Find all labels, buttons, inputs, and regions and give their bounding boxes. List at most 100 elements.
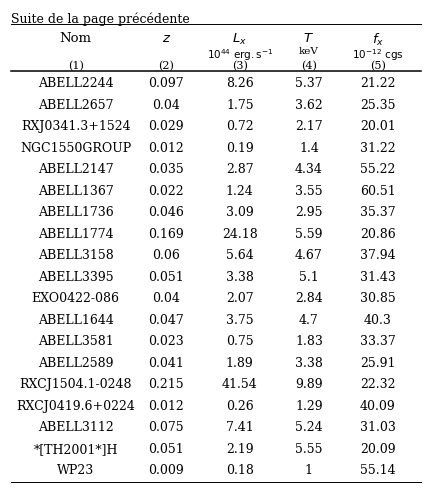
- Text: RXCJ1504.1-0248: RXCJ1504.1-0248: [19, 378, 132, 391]
- Text: RXCJ0419.6+0224: RXCJ0419.6+0224: [16, 400, 135, 413]
- Text: 2.87: 2.87: [226, 163, 254, 176]
- Text: 4.67: 4.67: [295, 249, 323, 262]
- Text: ABELL3158: ABELL3158: [38, 249, 114, 262]
- Text: 20.01: 20.01: [360, 120, 396, 133]
- Text: 1.4: 1.4: [299, 142, 319, 155]
- Text: 2.84: 2.84: [295, 292, 323, 305]
- Text: 0.06: 0.06: [152, 249, 180, 262]
- Text: 0.012: 0.012: [149, 400, 184, 413]
- Text: 20.86: 20.86: [360, 228, 396, 241]
- Text: NGC1550GROUP: NGC1550GROUP: [20, 142, 131, 155]
- Text: RXJ0341.3+1524: RXJ0341.3+1524: [21, 120, 130, 133]
- Text: 0.215: 0.215: [149, 378, 184, 391]
- Text: 0.04: 0.04: [152, 99, 180, 112]
- Text: 0.023: 0.023: [149, 335, 184, 349]
- Text: 1.29: 1.29: [295, 400, 323, 413]
- Text: $10^{44}\ \mathrm{erg.s}^{-1}$: $10^{44}\ \mathrm{erg.s}^{-1}$: [206, 47, 273, 63]
- Text: ABELL1736: ABELL1736: [38, 206, 114, 219]
- Text: 3.38: 3.38: [295, 357, 323, 370]
- Text: 3.55: 3.55: [295, 185, 323, 198]
- Text: 20.09: 20.09: [360, 443, 396, 456]
- Text: (4): (4): [301, 61, 317, 71]
- Text: 0.72: 0.72: [226, 120, 254, 133]
- Text: 24.18: 24.18: [222, 228, 257, 241]
- Text: 1.83: 1.83: [295, 335, 323, 349]
- Text: 0.097: 0.097: [149, 77, 184, 90]
- Text: 5.55: 5.55: [295, 443, 323, 456]
- Text: $10^{-12}\ \mathrm{cgs}$: $10^{-12}\ \mathrm{cgs}$: [352, 47, 404, 63]
- Text: 5.24: 5.24: [295, 421, 323, 434]
- Text: 30.85: 30.85: [360, 292, 396, 305]
- Text: 21.22: 21.22: [360, 77, 396, 90]
- Text: 5.59: 5.59: [295, 228, 323, 241]
- Text: 2.95: 2.95: [295, 206, 323, 219]
- Text: 0.051: 0.051: [149, 443, 184, 456]
- Text: 5.1: 5.1: [299, 271, 319, 284]
- Text: 2.07: 2.07: [226, 292, 254, 305]
- Text: $L_x$: $L_x$: [232, 32, 247, 47]
- Text: 0.009: 0.009: [149, 465, 184, 478]
- Text: 22.32: 22.32: [360, 378, 396, 391]
- Text: 3.09: 3.09: [226, 206, 254, 219]
- Text: 0.047: 0.047: [149, 314, 184, 327]
- Text: 1.89: 1.89: [226, 357, 254, 370]
- Text: ABELL2147: ABELL2147: [38, 163, 114, 176]
- Text: 37.94: 37.94: [360, 249, 396, 262]
- Text: ABELL2244: ABELL2244: [38, 77, 114, 90]
- Text: 9.89: 9.89: [295, 378, 323, 391]
- Text: Nom: Nom: [60, 32, 92, 45]
- Text: ABELL1367: ABELL1367: [38, 185, 114, 198]
- Text: 1.75: 1.75: [226, 99, 254, 112]
- Text: $T$: $T$: [303, 32, 314, 45]
- Text: 60.51: 60.51: [360, 185, 396, 198]
- Text: (1): (1): [68, 61, 83, 71]
- Text: 0.04: 0.04: [152, 292, 180, 305]
- Text: 1.24: 1.24: [226, 185, 254, 198]
- Text: 0.075: 0.075: [149, 421, 184, 434]
- Text: WP23: WP23: [57, 465, 94, 478]
- Text: $f_x$: $f_x$: [372, 32, 384, 48]
- Text: ABELL2657: ABELL2657: [38, 99, 113, 112]
- Text: 2.19: 2.19: [226, 443, 254, 456]
- Text: 35.37: 35.37: [360, 206, 396, 219]
- Text: 55.22: 55.22: [360, 163, 396, 176]
- Text: 0.041: 0.041: [148, 357, 184, 370]
- Text: 3.38: 3.38: [226, 271, 254, 284]
- Text: (5): (5): [370, 61, 386, 71]
- Text: keV: keV: [299, 47, 319, 56]
- Text: 7.41: 7.41: [226, 421, 254, 434]
- Text: 41.54: 41.54: [222, 378, 257, 391]
- Text: 4.34: 4.34: [295, 163, 323, 176]
- Text: 0.035: 0.035: [149, 163, 184, 176]
- Text: 40.3: 40.3: [364, 314, 392, 327]
- Text: 0.169: 0.169: [149, 228, 184, 241]
- Text: 5.64: 5.64: [226, 249, 254, 262]
- Text: 0.022: 0.022: [149, 185, 184, 198]
- Text: EXO0422-086: EXO0422-086: [32, 292, 120, 305]
- Text: ABELL1774: ABELL1774: [38, 228, 114, 241]
- Text: (2): (2): [159, 61, 174, 71]
- Text: 0.18: 0.18: [226, 465, 254, 478]
- Text: 2.17: 2.17: [295, 120, 323, 133]
- Text: 1: 1: [305, 465, 313, 478]
- Text: 25.35: 25.35: [360, 99, 396, 112]
- Text: ABELL3581: ABELL3581: [38, 335, 114, 349]
- Text: (3): (3): [232, 61, 248, 71]
- Text: ABELL3112: ABELL3112: [38, 421, 114, 434]
- Text: 3.62: 3.62: [295, 99, 323, 112]
- Text: 0.046: 0.046: [148, 206, 184, 219]
- Text: 31.03: 31.03: [360, 421, 396, 434]
- Text: 40.09: 40.09: [360, 400, 396, 413]
- Text: 0.012: 0.012: [149, 142, 184, 155]
- Text: 0.051: 0.051: [149, 271, 184, 284]
- Text: 31.43: 31.43: [360, 271, 396, 284]
- Text: 0.029: 0.029: [149, 120, 184, 133]
- Text: 25.91: 25.91: [360, 357, 396, 370]
- Text: 55.14: 55.14: [360, 465, 396, 478]
- Text: ABELL1644: ABELL1644: [38, 314, 114, 327]
- Text: 33.37: 33.37: [360, 335, 396, 349]
- Text: 0.75: 0.75: [226, 335, 254, 349]
- Text: 3.75: 3.75: [226, 314, 254, 327]
- Text: 4.7: 4.7: [299, 314, 319, 327]
- Text: 5.37: 5.37: [295, 77, 323, 90]
